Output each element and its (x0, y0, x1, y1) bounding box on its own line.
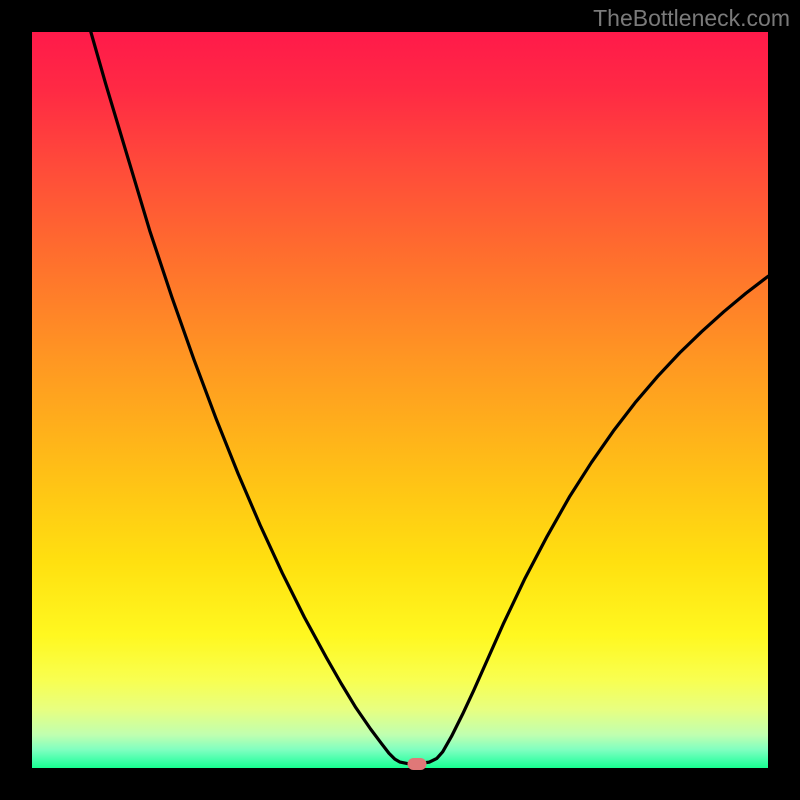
curve-path (91, 32, 768, 764)
optimum-marker (407, 758, 426, 770)
plot-area (32, 32, 768, 768)
watermark-text: TheBottleneck.com (593, 5, 790, 32)
chart-container: TheBottleneck.com (0, 0, 800, 800)
bottleneck-curve (32, 32, 768, 768)
